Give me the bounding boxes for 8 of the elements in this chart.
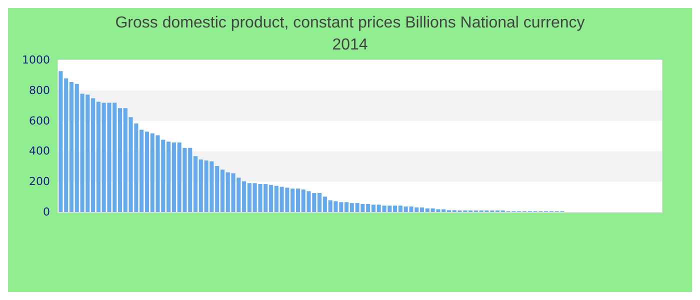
chart-title: Gross domestic product, constant prices Billions National currency	[115, 14, 585, 32]
y-tick-label: 200	[29, 175, 50, 188]
y-tick-label: 0	[43, 206, 50, 218]
y-tick-label: 1000	[22, 54, 50, 66]
y-tick-label: 800	[29, 84, 50, 97]
y-tick-label: 600	[29, 114, 50, 128]
chart-subtitle: 2014	[332, 36, 368, 54]
y-tick-label: 400	[29, 144, 50, 158]
